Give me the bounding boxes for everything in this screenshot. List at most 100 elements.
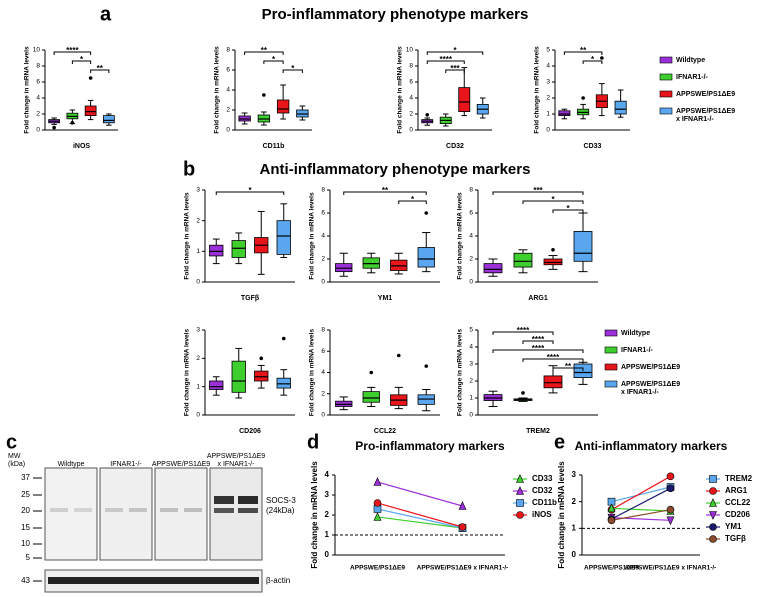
significance-label: * xyxy=(411,195,415,204)
box xyxy=(276,99,290,114)
significance-bracket xyxy=(90,69,110,73)
significance-bracket xyxy=(492,349,584,353)
y-tick-label: 4 xyxy=(226,87,230,94)
band xyxy=(48,577,259,584)
outlier xyxy=(424,364,429,368)
blot-lane xyxy=(44,467,98,561)
legend-label: CD32 xyxy=(532,486,553,495)
series-line xyxy=(611,487,671,520)
significance-label: **** xyxy=(517,326,530,335)
y-tick-label: 2 xyxy=(321,390,325,397)
y-tick-label: 2 xyxy=(546,95,550,102)
panel-letter: a xyxy=(100,3,112,25)
box xyxy=(209,380,224,390)
box xyxy=(573,230,593,262)
x-label: TGFβ xyxy=(241,295,260,302)
significance-bracket xyxy=(563,51,603,55)
band xyxy=(129,508,147,512)
legend-label: Wildtype xyxy=(676,57,705,64)
mw-label: (kDa) xyxy=(8,461,25,468)
box xyxy=(543,375,563,389)
significance-label: **** xyxy=(66,46,79,55)
legend-label: ARG1 xyxy=(725,486,748,495)
band xyxy=(74,508,92,512)
blot-lane xyxy=(154,467,208,561)
series-line xyxy=(377,516,463,529)
outlier xyxy=(281,336,286,341)
significance-label: ** xyxy=(565,362,572,371)
chart-title: Anti-inflammatory markers xyxy=(575,439,728,453)
y-axis-label: Fold change in mRNA levels xyxy=(309,329,316,417)
y-tick-label: 6 xyxy=(469,210,473,217)
band xyxy=(238,508,258,513)
y-tick-label: 5 xyxy=(469,327,473,334)
marker xyxy=(666,484,675,493)
marker xyxy=(666,472,675,481)
significance-bracket xyxy=(215,191,285,195)
y-tick-label: 6 xyxy=(321,210,325,217)
x-tick-label: APPSWE/PS1ΔE9 xyxy=(584,565,639,572)
y-tick-label: 1 xyxy=(546,111,550,118)
outlier xyxy=(551,248,555,252)
x-label: CD32 xyxy=(446,143,464,150)
outlier xyxy=(262,93,266,97)
y-tick-label: 4 xyxy=(409,95,413,102)
marker xyxy=(516,474,524,483)
y-tick-label: 2 xyxy=(321,256,325,263)
y-axis-label: Fold change in mRNA levels xyxy=(214,46,221,134)
significance-bracket xyxy=(492,331,554,335)
legend-label: x IFNAR1-/- xyxy=(621,389,659,396)
y-tick-label: 4 xyxy=(469,233,473,240)
y-tick-label: 4 xyxy=(325,470,330,479)
marker xyxy=(709,523,717,531)
y-tick-label: 2 xyxy=(196,355,200,362)
significance-label: * xyxy=(80,55,84,64)
y-tick-label: 6 xyxy=(36,79,40,86)
lane-label: IFNAR1-/- xyxy=(110,461,142,468)
outlier xyxy=(70,121,75,125)
mw-tick-label: 25 xyxy=(21,490,30,499)
band xyxy=(238,496,258,504)
legend-label: APPSWE/PS1ΔE9 xyxy=(621,364,680,371)
panel-title: Anti-inflammatory phenotype markers xyxy=(260,161,531,178)
marker xyxy=(516,486,524,495)
significance-bracket xyxy=(492,191,584,195)
y-tick-label: 4 xyxy=(546,63,550,70)
y-tick-label: 1 xyxy=(572,523,577,532)
box xyxy=(103,115,115,124)
y-tick-label: 8 xyxy=(409,63,413,70)
y-tick-label: 3 xyxy=(546,79,550,86)
box xyxy=(614,100,627,115)
series-line xyxy=(377,502,463,528)
x-label: CD206 xyxy=(239,428,261,435)
legend-swatch xyxy=(659,107,673,115)
x-label: ARG1 xyxy=(528,295,548,302)
box xyxy=(558,110,571,117)
significance-bracket xyxy=(552,209,584,213)
legend-label: IFNAR1-/- xyxy=(676,74,709,81)
box xyxy=(458,87,471,112)
mw-tick-label: 10 xyxy=(21,539,30,548)
marker xyxy=(373,499,382,507)
legend-label: CD33 xyxy=(532,474,553,483)
box xyxy=(417,247,435,268)
y-tick-label: 2 xyxy=(409,111,413,118)
lane-label: Wildtype xyxy=(58,461,85,468)
x-label: iNOS xyxy=(73,143,90,150)
y-tick-label: 1 xyxy=(469,395,473,402)
mw-tick-label: 20 xyxy=(21,506,30,515)
marker xyxy=(709,475,717,483)
x-label: CCL22 xyxy=(374,428,396,435)
band xyxy=(160,508,178,512)
marker xyxy=(458,501,467,510)
marker xyxy=(709,511,717,520)
marker xyxy=(709,487,717,495)
band-label: β-actin xyxy=(266,576,290,585)
significance-bracket xyxy=(282,69,303,73)
marker xyxy=(709,498,717,507)
series-line xyxy=(611,486,671,503)
significance-bracket xyxy=(426,60,465,64)
y-axis-label: Fold change in mRNA levels xyxy=(397,46,404,134)
y-axis-label: Fold change in mRNA levels xyxy=(184,329,191,417)
